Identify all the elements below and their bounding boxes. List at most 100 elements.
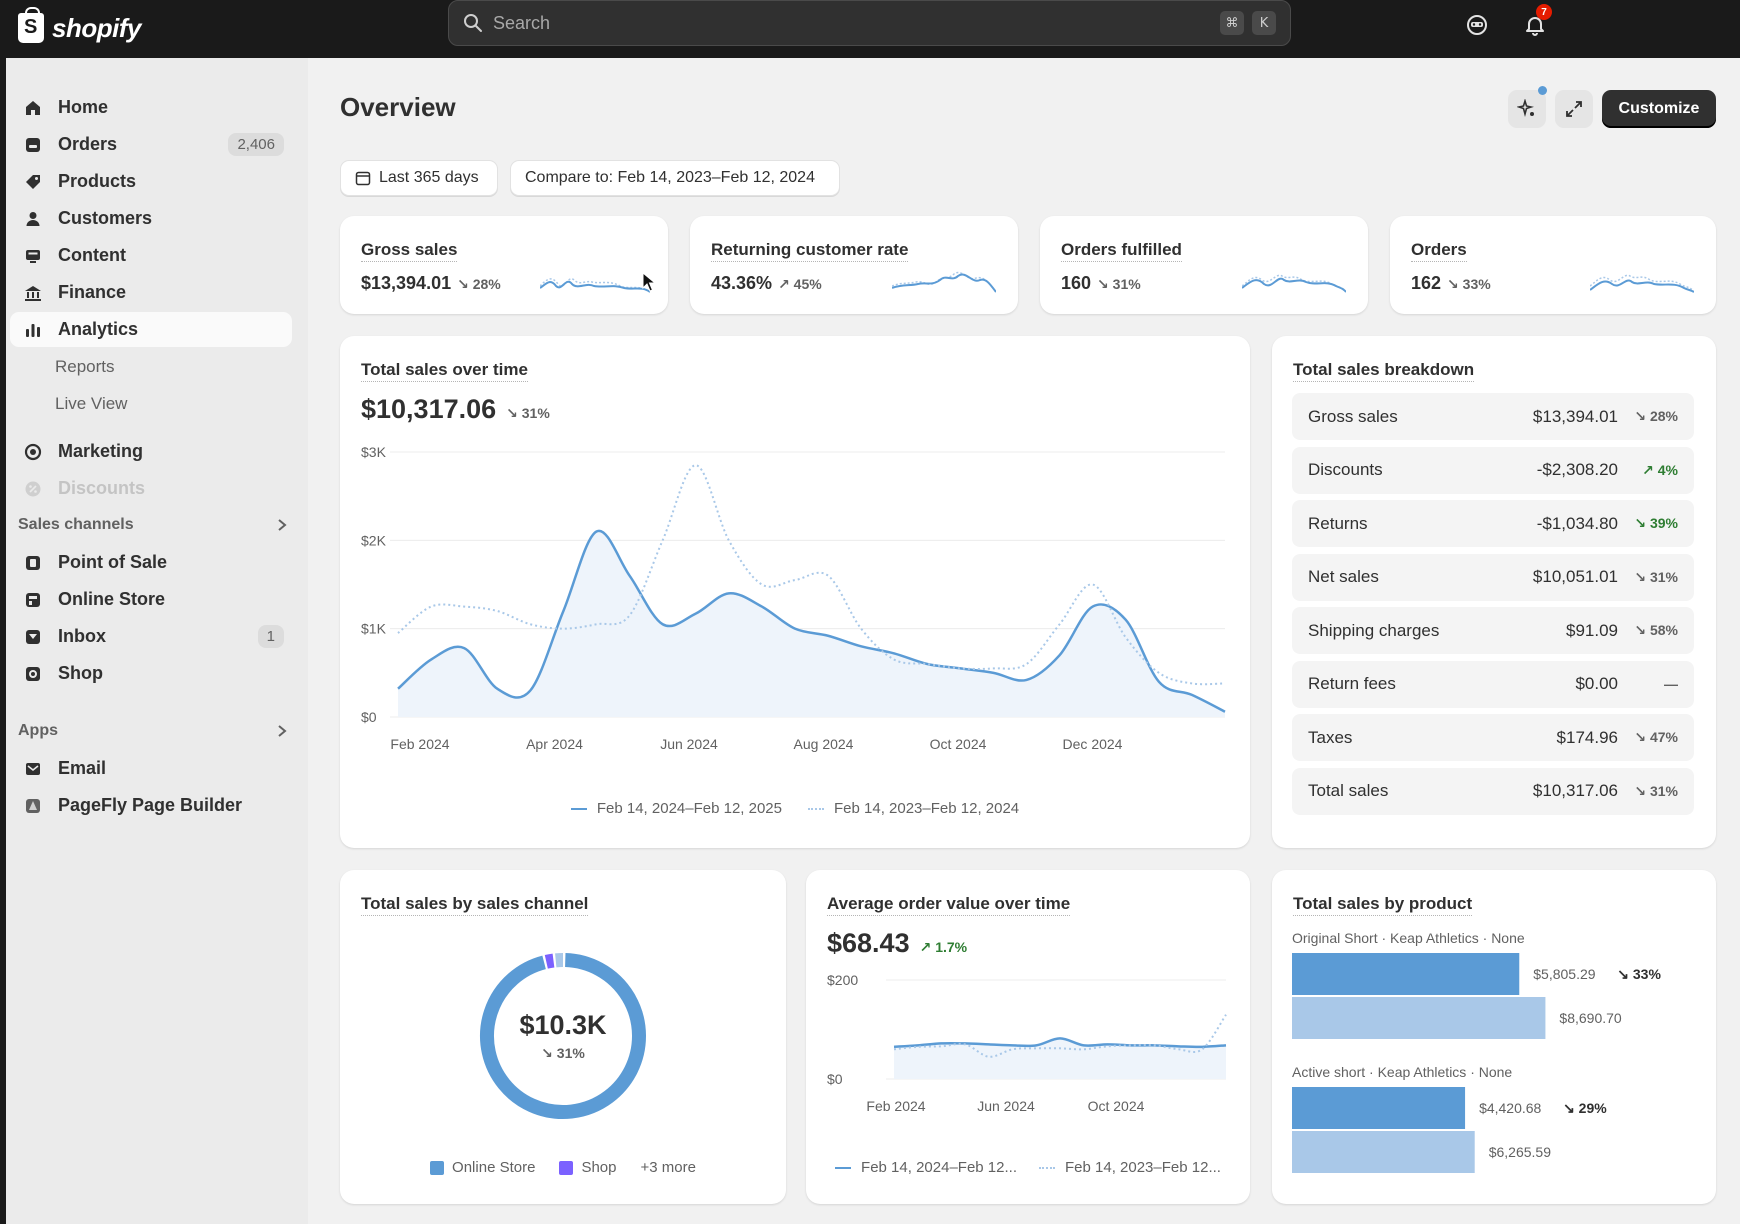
sparkle-button[interactable]	[1508, 86, 1547, 128]
search-bar[interactable]: ⌘ K	[448, 0, 1291, 46]
sidebar-item-home[interactable]: Home	[10, 90, 292, 125]
orders-icon	[22, 134, 44, 156]
dotted-line-swatch	[1039, 1166, 1055, 1169]
sidebar-item-label: Home	[58, 97, 109, 117]
shop-icon	[22, 663, 44, 685]
metric-title: Orders fulfilled	[1061, 240, 1182, 262]
legend-previous-period[interactable]: Feb 14, 2023–Feb 12...	[1039, 1159, 1221, 1176]
total-sales-line-chart[interactable]: $3K $2K $1K $0 Feb 2024 Apr 2024 Jun 2024 Aug 2…	[340, 436, 1250, 766]
product-chart-title: Total sales by product	[1293, 894, 1473, 916]
sales-channels-section[interactable]: Sales channels	[18, 516, 288, 534]
aov-value: $68.43	[827, 928, 910, 958]
shopify-logo[interactable]: shopify	[18, 7, 141, 48]
fullscreen-button[interactable]	[1555, 90, 1593, 128]
sidebar-item-content[interactable]: Content	[10, 238, 292, 273]
sidebar-item-analytics[interactable]: Analytics	[10, 312, 292, 347]
apps-section[interactable]: Apps	[18, 722, 288, 740]
email-icon	[22, 758, 44, 780]
bar-current[interactable]	[1292, 953, 1520, 995]
product-bar-chart[interactable]: Original Short · Keap Athletics · None $5…	[1272, 930, 1716, 1190]
sidebar-item-customers[interactable]: Customers	[10, 201, 292, 236]
y-tick-label: $200	[827, 972, 858, 988]
sidebar-item-point-of-sale[interactable]: Point of Sale	[10, 545, 292, 580]
bar-previous-label: $8,690.70	[1559, 1010, 1621, 1026]
sidebar-item-label: Reports	[55, 356, 115, 376]
metric-delta: ↘ 28%	[457, 276, 501, 292]
breakdown-row[interactable]: Taxes $174.96 ↘ 47%	[1292, 714, 1694, 761]
breakdown-row[interactable]: Return fees $0.00 —	[1292, 660, 1694, 708]
breakdown-delta: ↘ 58%	[1634, 622, 1678, 638]
breakdown-row[interactable]: Gross sales $13,394.01 ↘ 28%	[1292, 393, 1694, 440]
sidebar-item-label: PageFly Page Builder	[58, 795, 243, 815]
metric-card-orders[interactable]: Orders 162 ↘ 33%	[1390, 216, 1716, 314]
breakdown-delta: ↘ 47%	[1634, 729, 1678, 745]
sidebar-item-shop[interactable]: Shop	[10, 656, 292, 691]
donut-center-value: $10.3K	[519, 1010, 607, 1040]
breakdown-row[interactable]: Discounts -$2,308.20 ↗ 4%	[1292, 446, 1694, 494]
new-indicator-dot	[1538, 86, 1547, 95]
sidebar-item-discounts[interactable]: Discounts	[10, 471, 292, 506]
sidekick-icon[interactable]	[1462, 10, 1492, 40]
breakdown-row[interactable]: Net sales $10,051.01 ↘ 31%	[1292, 553, 1694, 601]
breakdown-label: Total sales	[1308, 781, 1389, 800]
sidebar-item-label: Online Store	[58, 589, 166, 609]
metric-title: Gross sales	[361, 240, 458, 262]
notifications-bell-icon[interactable]: 7	[1520, 4, 1552, 40]
legend-previous-period[interactable]: Feb 14, 2023–Feb 12, 2024	[808, 800, 1019, 817]
legend-current-period[interactable]: Feb 14, 2024–Feb 12, 2025	[570, 800, 782, 817]
sidebar-item-inbox[interactable]: Inbox 1	[10, 619, 292, 654]
metric-card-gross-sales[interactable]: Gross sales $13,394.01 ↘ 28%	[340, 216, 668, 314]
bar-previous[interactable]	[1292, 1131, 1475, 1173]
donut-slice[interactable]	[480, 953, 646, 1119]
sparkline	[892, 271, 996, 293]
legend-shop[interactable]: Shop	[559, 1159, 616, 1176]
person-icon	[22, 208, 44, 230]
breakdown-row[interactable]: Shipping charges $91.09 ↘ 58%	[1292, 607, 1694, 654]
bar-previous[interactable]	[1292, 997, 1546, 1039]
sidebar-subitem-live-view[interactable]: Live View	[10, 386, 292, 421]
solid-line-swatch	[835, 1166, 852, 1169]
sidebar-item-online-store[interactable]: Online Store	[10, 582, 292, 617]
metric-card-orders-fulfilled[interactable]: Orders fulfilled 160 ↘ 31%	[1040, 216, 1368, 314]
sidebar-item-email[interactable]: Email	[10, 751, 292, 786]
x-tick-label: Dec 2024	[1063, 736, 1123, 752]
date-range-picker[interactable]: Last 365 days	[340, 160, 498, 196]
legend-swatch	[559, 1160, 574, 1175]
brand-name: shopify	[52, 12, 141, 43]
total-sales-chart-card: Total sales over time $10,317.06 ↘ 31% $…	[340, 336, 1250, 848]
breakdown-value: $174.96	[1556, 727, 1618, 747]
breakdown-title: Total sales breakdown	[1293, 360, 1475, 382]
sidebar-item-finance[interactable]: Finance	[10, 275, 292, 310]
metric-card-returning-customer-rate[interactable]: Returning customer rate 43.36% ↗ 45%	[690, 216, 1018, 314]
breakdown-delta: ↘ 39%	[1634, 515, 1678, 531]
sales-by-channel-card: Total sales by sales channel $10.3K ↘ 31…	[340, 870, 786, 1204]
legend-label: Feb 14, 2023–Feb 12, 2024	[834, 800, 1020, 817]
breakdown-row[interactable]: Total sales $10,317.06 ↘ 31%	[1292, 767, 1694, 815]
legend-label: Online Store	[452, 1159, 536, 1176]
breakdown-value: $10,051.01	[1532, 567, 1618, 586]
sidebar-item-label: Finance	[58, 282, 127, 302]
search-input[interactable]	[493, 12, 1212, 34]
sidebar-item-pagefly[interactable]: PageFly Page Builder	[10, 788, 292, 823]
sidebar-item-marketing[interactable]: Marketing	[10, 434, 292, 469]
bar-current[interactable]	[1292, 1087, 1466, 1129]
tag-icon	[22, 171, 44, 193]
target-icon	[22, 441, 44, 463]
sidebar-item-orders[interactable]: Orders 2,406	[10, 127, 292, 162]
shortcut-key-cmd: ⌘	[1220, 11, 1244, 35]
legend-current-period[interactable]: Feb 14, 2024–Feb 12...	[835, 1159, 1017, 1176]
breakdown-row[interactable]: Returns -$1,034.80 ↘ 39%	[1292, 500, 1694, 547]
sales-channel-donut-chart[interactable]	[473, 946, 653, 1126]
solid-line-swatch	[570, 807, 587, 810]
bar-delta-label: ↘ 29%	[1563, 1100, 1607, 1116]
customize-button[interactable]: Customize	[1602, 90, 1716, 128]
sidebar: Home Orders 2,406 Products Customers Con…	[0, 58, 308, 1224]
donut-slice[interactable]	[544, 953, 555, 969]
legend-more[interactable]: +3 more	[640, 1159, 696, 1176]
legend-online-store[interactable]: Online Store	[430, 1159, 535, 1176]
metric-delta: ↘ 31%	[1097, 276, 1141, 292]
aov-line-chart[interactable]: $200 $0 Feb 2024 Jun 2024 Oct 2024	[806, 970, 1250, 1130]
compare-picker[interactable]: Compare to: Feb 14, 2023–Feb 12, 2024	[510, 160, 840, 196]
sidebar-subitem-reports[interactable]: Reports	[10, 349, 292, 384]
sidebar-item-products[interactable]: Products	[10, 164, 292, 199]
